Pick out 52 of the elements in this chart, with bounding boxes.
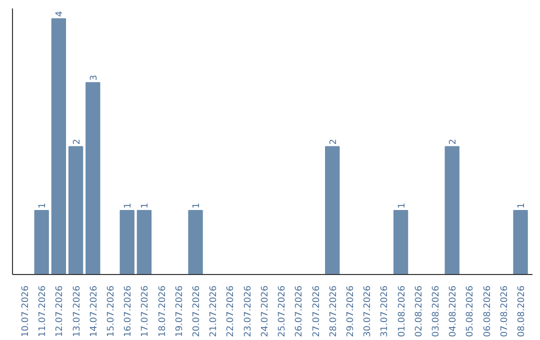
bar	[444, 146, 460, 274]
x-tick-label: 02.08.2026	[414, 285, 424, 338]
bar	[188, 210, 203, 274]
data-label: 1	[140, 202, 151, 209]
x-tick-label: 19.07.2026	[174, 285, 185, 338]
bar	[86, 82, 100, 274]
x-tick-label: 31.07.2026	[380, 285, 390, 338]
x-tick-label: 17.07.2026	[140, 285, 151, 338]
x-tick-label: 21.07.2026	[209, 285, 220, 338]
x-tick-label: 25.07.2026	[278, 285, 288, 338]
data-label: 1	[38, 202, 48, 209]
x-tick-label: 28.07.2026	[328, 285, 339, 338]
x-tick-label: 10.07.2026	[20, 285, 31, 338]
x-tick-label: 06.08.2026	[482, 285, 493, 338]
x-tick-label: 07.08.2026	[500, 285, 510, 338]
data-label: 2	[328, 138, 339, 145]
bar	[136, 210, 152, 274]
x-tick-label: 01.08.2026	[397, 285, 408, 338]
x-tick-label: 11.07.2026	[38, 285, 48, 338]
x-tick-label: 30.07.2026	[363, 285, 374, 338]
data-label: 1	[517, 202, 528, 209]
x-tick-label: 13.07.2026	[72, 285, 82, 338]
bar	[513, 210, 528, 274]
data-label: 1	[397, 202, 408, 209]
data-label: 1	[124, 202, 134, 209]
x-tick-label: 14.07.2026	[89, 285, 100, 338]
x-tick-label: 12.07.2026	[55, 285, 66, 338]
x-tick-label: 04.08.2026	[448, 285, 459, 338]
x-tick-label: 20.07.2026	[192, 285, 202, 338]
x-tick-label: 05.08.2026	[466, 285, 476, 338]
bar	[34, 210, 49, 274]
bar	[120, 210, 134, 274]
x-tick-label: 22.07.2026	[226, 285, 236, 338]
data-label: 1	[192, 202, 202, 209]
bar	[51, 18, 66, 274]
x-tick-label: 18.07.2026	[158, 285, 168, 338]
data-label: 4	[55, 10, 66, 17]
x-tick-label: 27.07.2026	[312, 285, 322, 338]
x-tick-label: 15.07.2026	[106, 285, 116, 338]
x-tick-label: 16.07.2026	[124, 285, 134, 338]
x-tick-label: 24.07.2026	[260, 285, 270, 338]
data-label: 3	[89, 74, 100, 81]
x-tick-label: 29.07.2026	[346, 285, 356, 338]
bar	[325, 146, 340, 274]
bar	[68, 146, 84, 274]
x-tick-label: 23.07.2026	[243, 285, 254, 338]
bar	[393, 210, 408, 274]
x-tick-label: 03.08.2026	[432, 285, 442, 338]
x-tick-label: 08.08.2026	[517, 285, 528, 338]
x-tick-label: 26.07.2026	[294, 285, 305, 338]
data-label: 2	[72, 138, 82, 145]
data-label: 2	[448, 138, 459, 145]
